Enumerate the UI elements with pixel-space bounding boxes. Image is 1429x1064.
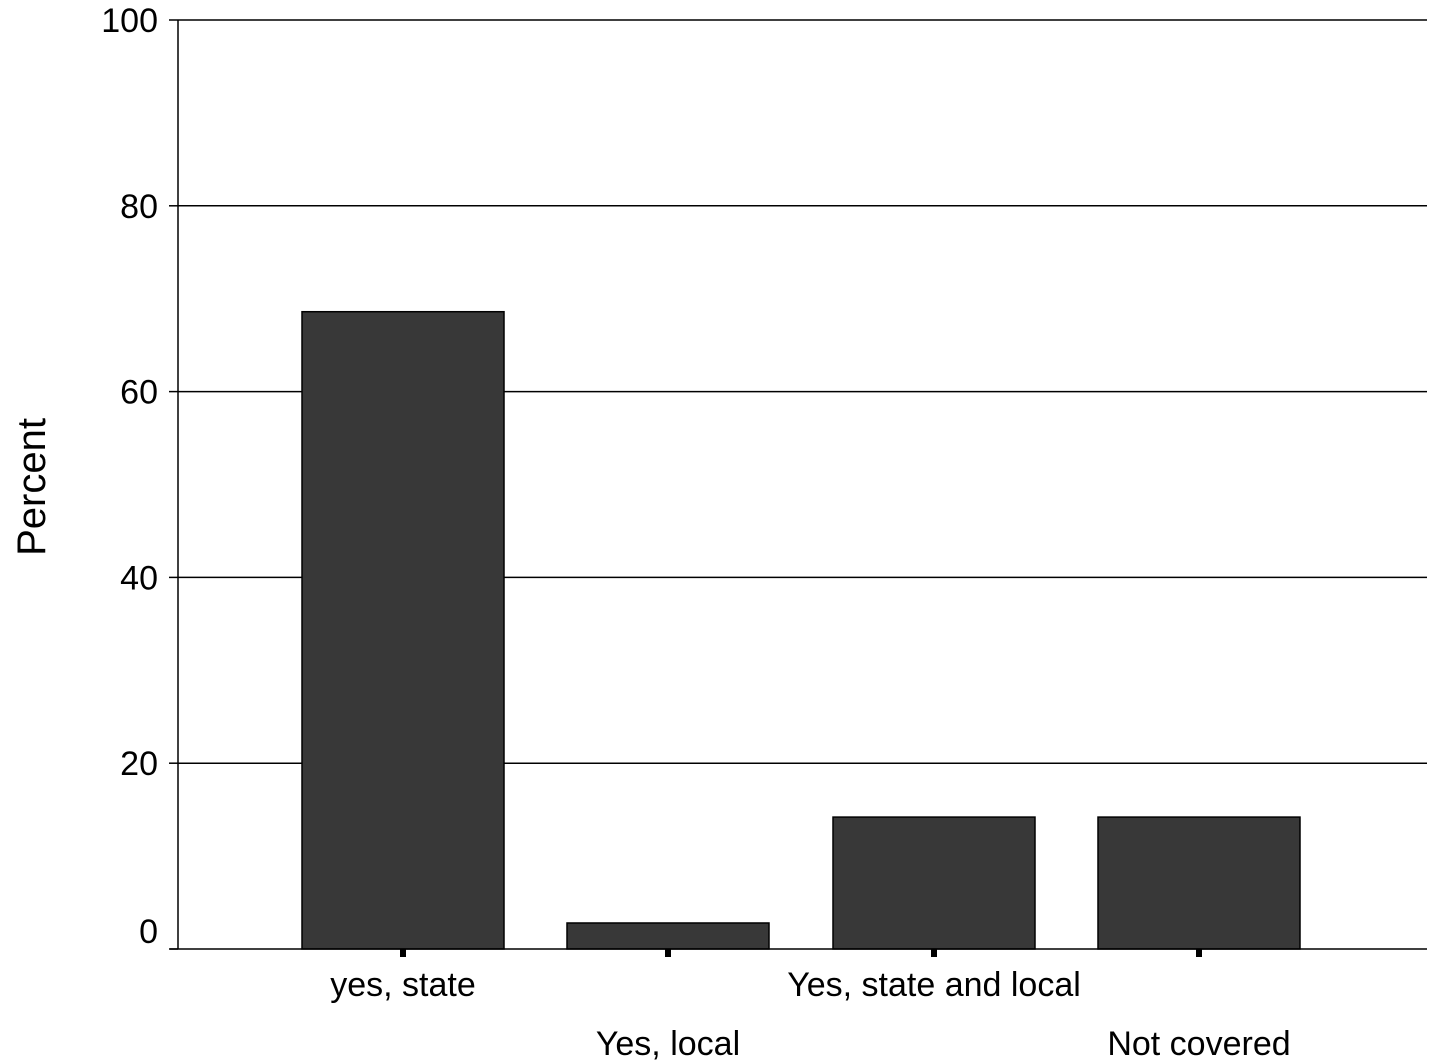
bar-0	[301, 310, 505, 950]
x-category-label: Not covered	[1107, 1025, 1290, 1063]
bar-2	[832, 816, 1036, 950]
y-tick-label: 80	[120, 188, 158, 226]
axes	[169, 19, 1427, 957]
x-category-label: yes, state	[330, 966, 476, 1004]
y-tick-label: 60	[120, 374, 158, 412]
y-axis-title: Percent	[10, 418, 54, 556]
bars	[301, 310, 1301, 950]
bar-1	[566, 922, 770, 950]
y-tick-label: 40	[120, 559, 158, 597]
x-tick-mark-3	[1196, 949, 1202, 957]
y-tick-label: 20	[120, 745, 158, 783]
y-tick-labels: 0 20 40 60 80 100	[101, 2, 158, 951]
y-tick-label: 100	[101, 2, 158, 40]
x-tick-mark-1	[665, 949, 671, 957]
y-tick-label: 0	[139, 913, 158, 951]
x-tick-mark-2	[931, 949, 937, 957]
x-tick-mark-0	[400, 949, 406, 957]
x-category-labels: yes, state Yes, local Yes, state and local…	[330, 966, 1290, 1063]
x-category-label: Yes, local	[596, 1025, 740, 1063]
x-category-label: Yes, state and local	[787, 966, 1081, 1004]
bar-3	[1097, 816, 1301, 950]
